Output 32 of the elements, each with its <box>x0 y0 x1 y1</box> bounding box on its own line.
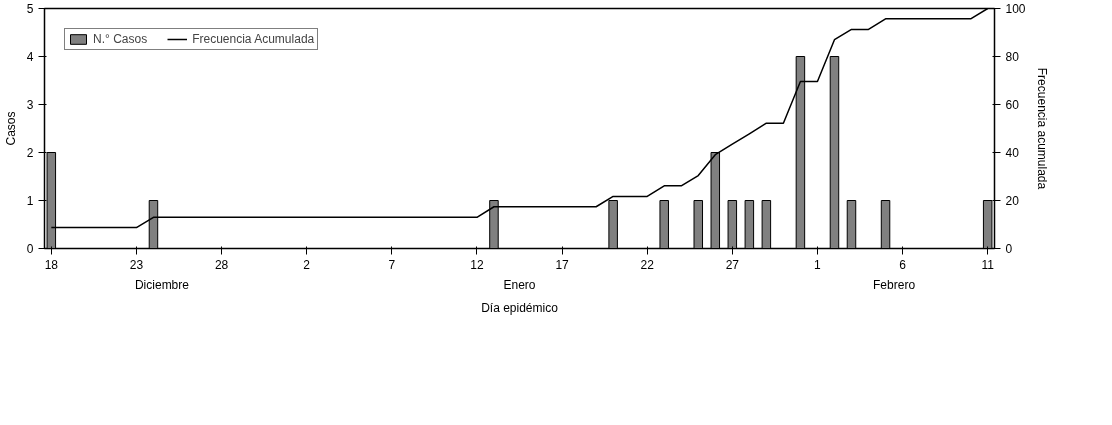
y2-axis-title: Frecuencia acumulada <box>1034 67 1049 190</box>
y-tick-label: 1 <box>26 194 34 208</box>
x-tick-label: 11 <box>981 257 995 272</box>
text: Enero <box>503 277 536 292</box>
x-tick-label: 17 <box>555 257 570 272</box>
y2-tick-label: 100 <box>1005 2 1026 16</box>
y2-tick-label: 80 <box>1005 50 1020 64</box>
x-tick-label: 27 <box>725 257 740 272</box>
x-tick-label: 28 <box>214 257 229 272</box>
text: Diciembre <box>134 277 190 292</box>
legend-label: Frecuencia Acumulada <box>192 32 315 46</box>
x-axis-title: Día epidémico <box>481 300 559 315</box>
y2-tick-label: 40 <box>1005 146 1020 160</box>
y-tick-label: 3 <box>26 98 34 112</box>
x-tick-label: 6 <box>899 257 907 272</box>
x-tick-label: 23 <box>129 257 144 272</box>
y2-tick-label: 20 <box>1005 194 1020 208</box>
x-tick-label: 12 <box>470 257 484 272</box>
y-tick-label: 4 <box>26 50 34 64</box>
x-tick-label: 18 <box>44 257 59 272</box>
x-tick-label: 1 <box>814 257 822 272</box>
x-tick-label: 22 <box>640 257 655 272</box>
y2-tick-label: 60 <box>1005 98 1020 112</box>
x-tick-label: 2 <box>303 257 311 272</box>
y-axis-title: Casos <box>3 111 18 146</box>
y-tick-label: 2 <box>26 146 34 160</box>
y2-tick-label: 0 <box>1005 242 1013 256</box>
y-tick-label: 0 <box>26 242 34 256</box>
text: Febrero <box>873 277 916 292</box>
x-tick-label: 7 <box>388 257 396 272</box>
legend-label: N.° Casos <box>93 32 148 46</box>
y-tick-label: 5 <box>26 2 34 16</box>
